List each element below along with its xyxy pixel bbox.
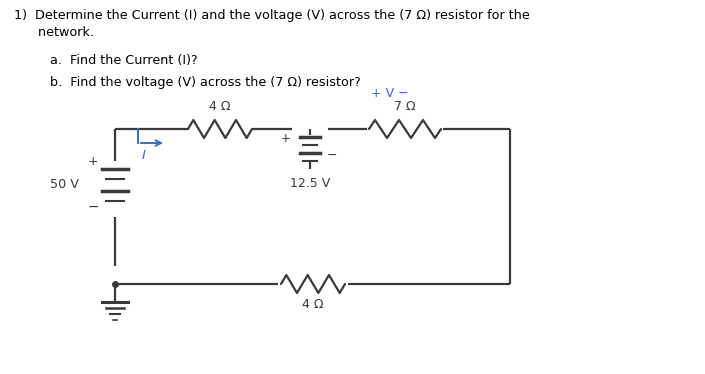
- Text: b.  Find the voltage (V) across the (7 Ω) resistor?: b. Find the voltage (V) across the (7 Ω)…: [50, 76, 361, 89]
- Text: 7 Ω: 7 Ω: [394, 100, 416, 113]
- Text: −: −: [87, 200, 99, 214]
- Text: 4 Ω: 4 Ω: [302, 298, 324, 311]
- Text: I: I: [142, 149, 146, 162]
- Text: 1)  Determine the Current (I) and the voltage (V) across the (7 Ω) resistor for : 1) Determine the Current (I) and the vol…: [14, 9, 529, 22]
- Text: +: +: [87, 154, 98, 168]
- Text: a.  Find the Current (I)?: a. Find the Current (I)?: [50, 54, 197, 67]
- Text: + V −: + V −: [372, 87, 409, 100]
- Text: −: −: [326, 148, 337, 162]
- Text: 12.5 V: 12.5 V: [290, 177, 330, 190]
- Text: 50 V: 50 V: [50, 178, 79, 190]
- Text: +: +: [281, 132, 291, 144]
- Text: network.: network.: [14, 26, 94, 39]
- Text: 4 Ω: 4 Ω: [209, 100, 231, 113]
